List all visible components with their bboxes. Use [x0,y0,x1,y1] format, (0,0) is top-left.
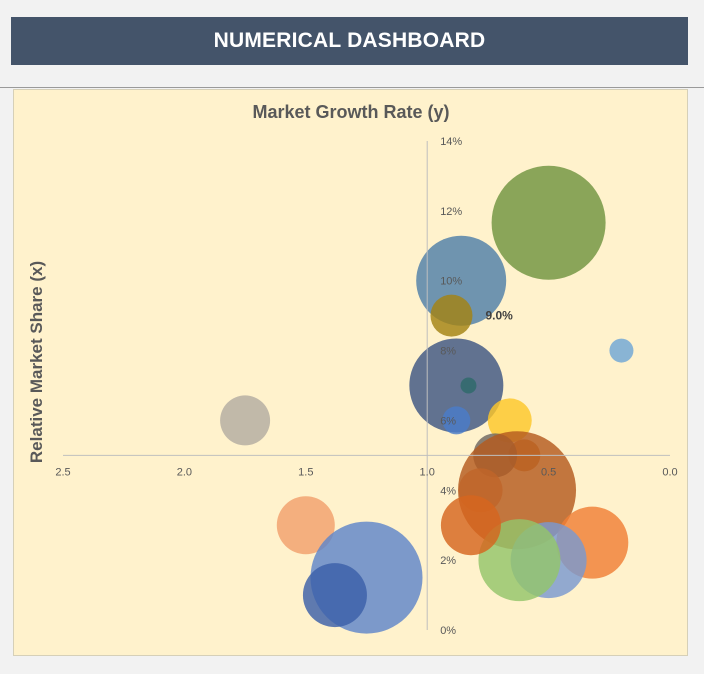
y-tick-label: 0% [440,625,456,637]
y-tick-label: 10% [440,276,462,288]
x-tick-label: 0.0 [662,466,677,478]
y-tick-label: 6% [440,415,456,427]
bubble-16 [478,519,561,602]
x-tick-label: 0.5 [541,466,556,478]
y-tick-label: 4% [440,485,456,497]
bubble-5 [409,338,504,433]
labels-layer: 2.5 2.0 1.5 1.0 0.5 0.0 0% 2% 4% 6% 8% 10% 12% 14% 9.0… [27,102,678,637]
chart-panel: 2.5 2.0 1.5 1.0 0.5 0.0 0% 2% 4% 6% 8% 10% 12% 14% 9.0… [13,89,688,656]
bubble-17 [440,495,501,556]
bubble-18 [276,496,335,555]
y-tick-label: 8% [440,346,456,358]
x-tick-label: 2.5 [55,466,70,478]
header-divider [0,87,704,88]
x-axis-title: Relative Market Share (x) [27,261,46,463]
y-tick-label: 12% [440,206,462,218]
bubble-3 [430,294,473,337]
axes-layer [63,141,670,630]
x-tick-label: 1.0 [420,466,435,478]
bubble-1 [491,165,606,280]
x-tick-label: 2.0 [177,466,192,478]
bubble-6 [460,377,477,394]
bubble-4 [609,338,634,363]
y-tick-label: 2% [440,555,456,567]
bubble-9 [442,406,471,435]
bubble-chart: 2.5 2.0 1.5 1.0 0.5 0.0 0% 2% 4% 6% 8% 10% 12% 14% 9.0… [27,102,678,637]
bubble-layer [220,165,634,634]
bubble-20 [302,563,367,628]
y-axis-title: Market Growth Rate (y) [252,102,449,122]
dashboard-header: NUMERICAL DASHBOARD [11,17,688,65]
x-tick-label: 1.5 [298,466,313,478]
y-tick-label: 14% [440,136,462,148]
annotation-label: 9.0% [485,309,513,323]
dashboard-title: NUMERICAL DASHBOARD [213,29,486,52]
bubble-8 [220,395,271,446]
